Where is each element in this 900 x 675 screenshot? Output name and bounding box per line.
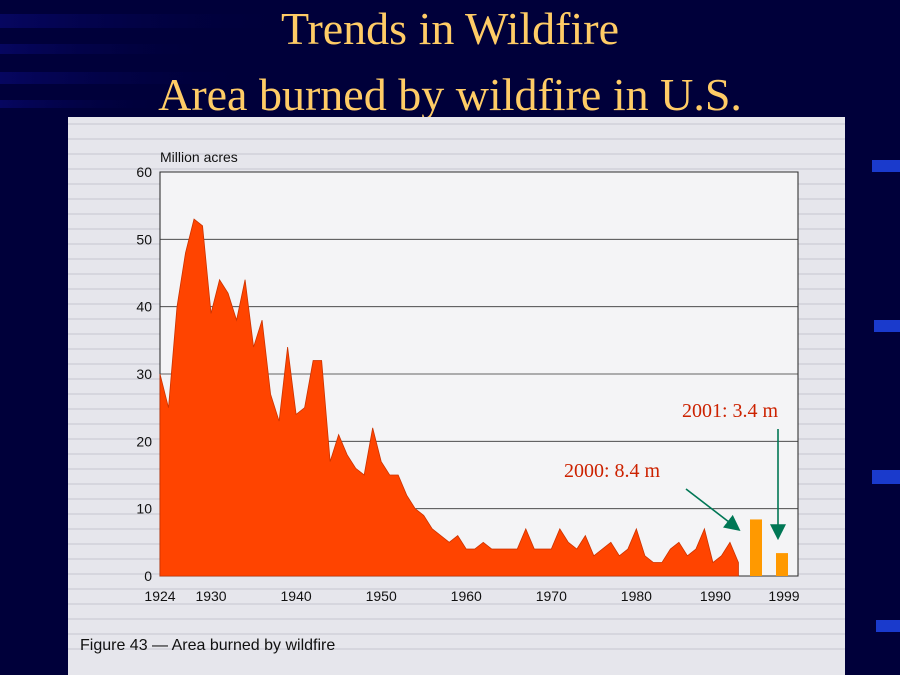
background-text-line [68, 138, 845, 140]
x-tick-label-1980: 1980 [621, 588, 652, 604]
figure-caption: Figure 43 — Area burned by wildfire [80, 637, 336, 654]
background-text-line [68, 123, 845, 125]
stripe-decoration-right [872, 160, 900, 172]
annotation-2000: 2000: 8.4 m [564, 460, 661, 482]
x-tick-label-1924: 1924 [144, 588, 175, 604]
y-tick-label: 20 [136, 433, 152, 449]
recent-year-bars [750, 519, 788, 576]
annotation-arrow-2000 [685, 488, 741, 531]
y-tick-label: 60 [136, 164, 152, 180]
stripe-decoration-right [874, 320, 900, 332]
y-tick-label: 40 [136, 299, 152, 315]
x-tick-label-1999: 1999 [768, 588, 799, 604]
scanned-figure-page: 0 10 20 30 40 50 60 1924 1930 1940 1950 1960 1970 19… [68, 117, 845, 675]
y-tick-label: 50 [136, 231, 152, 247]
bar-2001 [776, 553, 788, 576]
slide-title-line-1: Trends in Wildfire [280, 3, 620, 54]
y-tick-label: 30 [136, 366, 152, 382]
x-tick-label-1930: 1930 [195, 588, 226, 604]
bar-2000 [750, 519, 762, 576]
x-axis-tick-labels: 1924 1930 1940 1950 1960 1970 1980 1990 1999 [144, 588, 799, 604]
y-tick-label: 0 [144, 568, 152, 584]
stripe-decoration-right [872, 470, 900, 484]
stripe-decoration-right [876, 620, 900, 632]
y-axis-label: Million acres [160, 149, 238, 165]
y-axis-tick-labels: 0 10 20 30 40 50 60 [136, 164, 152, 584]
slide-title-line-2: Area burned by wildfire in U.S. [158, 69, 742, 120]
y-tick-label: 10 [136, 501, 152, 517]
background-text-line [68, 618, 845, 620]
annotations: 2000: 8.4 m 2001: 3.4 m [564, 400, 786, 541]
background-text-line [68, 648, 845, 650]
background-text-line [68, 168, 845, 170]
x-tick-label-1960: 1960 [451, 588, 482, 604]
background-text-line [68, 153, 845, 155]
background-text-line [68, 588, 845, 590]
background-text-line [68, 633, 845, 635]
area-series-wildfire [159, 218, 739, 577]
x-tick-label-1970: 1970 [536, 588, 567, 604]
x-tick-label-1990: 1990 [700, 588, 731, 604]
x-tick-label-1940: 1940 [281, 588, 312, 604]
background-text-line [68, 603, 845, 605]
x-tick-label-1950: 1950 [366, 588, 397, 604]
annotation-2001: 2001: 3.4 m [682, 400, 779, 422]
